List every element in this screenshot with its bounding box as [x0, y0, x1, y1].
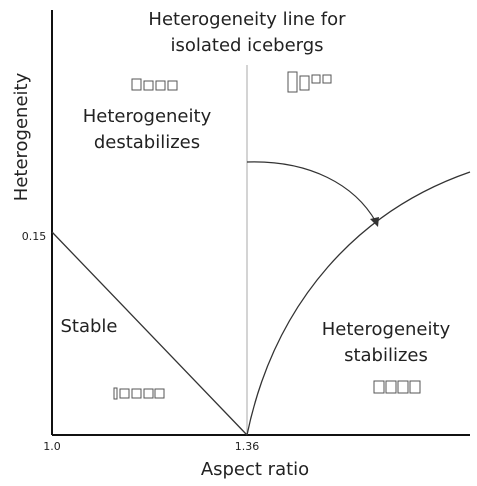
x-tick-label: 1.0: [43, 440, 61, 453]
icon-group: [113, 387, 165, 400]
y-tick-label: 0.15: [22, 230, 47, 243]
arrow-head: [370, 217, 379, 227]
title-line: isolated icebergs: [170, 35, 323, 56]
region-label: Heterogeneity: [83, 106, 212, 127]
region-label: Heterogeneity: [322, 319, 451, 340]
arrow: [246, 161, 377, 223]
region-label: stabilizes: [344, 345, 428, 366]
title-line: Heterogeneity line for: [148, 9, 346, 30]
icon-group: [131, 78, 178, 91]
stable-boundary: [51, 231, 248, 436]
x-axis-label: Aspect ratio: [201, 459, 309, 480]
region-label: Stable: [60, 316, 117, 337]
stabilizes-boundary: [246, 171, 471, 436]
x-tick-label: 1.36: [235, 440, 260, 453]
icon-group: [373, 380, 421, 394]
icon-group: [287, 71, 332, 93]
y-axis-label: Heterogeneity: [11, 72, 32, 201]
region-label: destabilizes: [94, 132, 200, 153]
